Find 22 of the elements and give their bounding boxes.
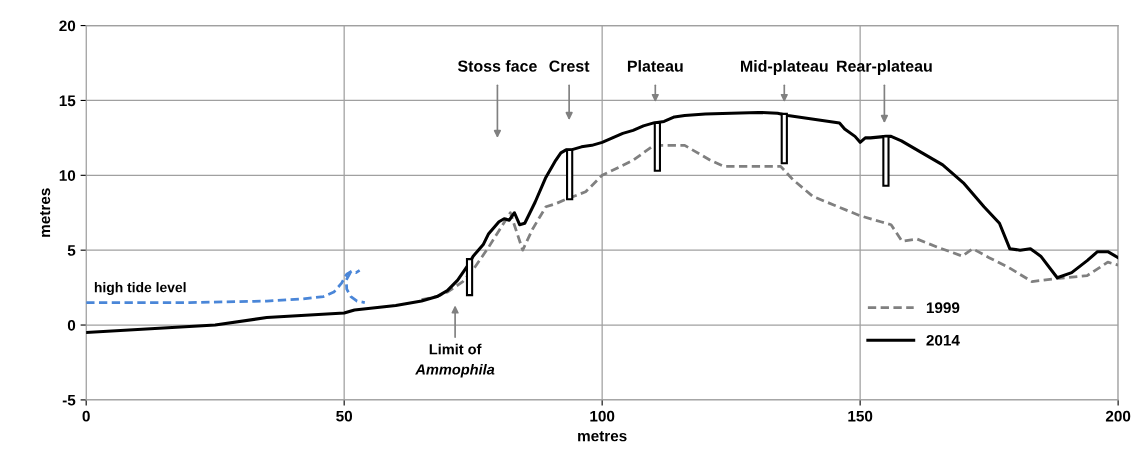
y-tick-label: 20: [59, 20, 76, 32]
x-tick-label: 150: [848, 410, 873, 422]
annotation: high tide level: [94, 282, 186, 296]
y-axis-title: metres: [40, 188, 51, 237]
annotation: Plateau: [627, 60, 683, 72]
y-tick-label: 0: [67, 319, 76, 331]
x-axis-title: metres: [578, 431, 627, 442]
legend-label: 2014: [926, 334, 960, 346]
annotation: Stoss face: [457, 60, 537, 72]
x-tick-label: 0: [82, 410, 90, 422]
annotation: Rear-plateau: [837, 60, 932, 75]
legend-label: 1999: [926, 302, 960, 314]
annotation: Mid-plateau: [741, 60, 828, 75]
y-tick-label: -5: [62, 394, 76, 406]
annotation: Crest: [549, 60, 590, 72]
annotation: Limit of Ammophila: [415, 343, 495, 378]
y-tick-label: 5: [67, 245, 76, 256]
y-tick-label: 10: [59, 170, 76, 181]
y-tick-label: 15: [59, 95, 76, 107]
x-tick-label: 100: [590, 410, 615, 422]
x-tick-label: 50: [336, 410, 353, 422]
x-tick-label: 200: [1105, 410, 1131, 422]
